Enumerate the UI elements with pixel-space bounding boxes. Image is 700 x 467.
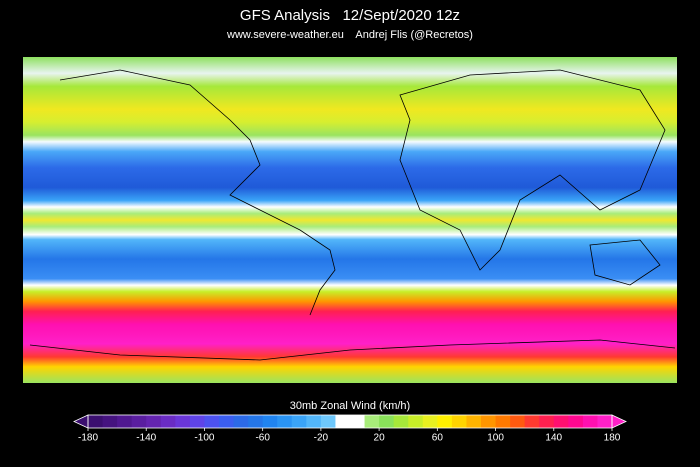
americas-outline (59, 69, 336, 316)
colorbar-segment (291, 415, 307, 428)
colorbar-segment (481, 415, 497, 428)
colorbar-segment (146, 415, 162, 428)
colorbar-tick-label: -180 (78, 433, 98, 444)
colorbar-tick-label: 100 (487, 433, 504, 444)
colorbar-segment (597, 415, 613, 428)
colorbar-segment (553, 415, 569, 428)
colorbar-segment (306, 415, 322, 428)
colorbar-segment (277, 415, 293, 428)
colorbar-segment (495, 415, 511, 428)
colorbar-segment (320, 415, 336, 428)
colorbar-arrow-left (73, 414, 89, 429)
colorbar-segment (379, 415, 395, 428)
colorbar-tick-label: 140 (545, 433, 562, 444)
colorbar-segment (335, 415, 351, 428)
colorbar-segment (102, 415, 118, 428)
colorbar-segment (437, 415, 453, 428)
colorbar-segment (117, 415, 133, 428)
colorbar-segment (422, 415, 438, 428)
colorbar-segment (510, 415, 526, 428)
colorbar-arrow-right (611, 414, 627, 429)
colorbar-tick-label: -60 (255, 433, 270, 444)
colorbar-segment (262, 415, 278, 428)
wind-field (23, 57, 677, 383)
australia-outline (589, 239, 661, 286)
colorbar-segment (364, 415, 380, 428)
colorbar-segment (393, 415, 409, 428)
colorbar-tick-label: -100 (194, 433, 214, 444)
coastlines (29, 69, 676, 361)
colorbar-label: 30mb Zonal Wind (km/h) (290, 400, 410, 412)
colorbar-segment (189, 415, 205, 428)
eurasia-africa-outline (399, 69, 666, 271)
colorbar-tick-label: -20 (314, 433, 329, 444)
colorbar-tick-label: 180 (604, 433, 621, 444)
colorbar-segment (233, 415, 249, 428)
colorbar-segment (175, 415, 191, 428)
colorbar-segment (466, 415, 482, 428)
colorbar: -180 -140 -100 -60 -20 20 60 100 140 180 (73, 414, 627, 444)
colorbar-segment (539, 415, 555, 428)
colorbar-tick-label: 60 (432, 433, 444, 444)
colorbar-segment (248, 415, 264, 428)
colorbar-segment (204, 415, 220, 428)
colorbar-segment (88, 415, 104, 428)
colorbar-segment (451, 415, 467, 428)
colorbar-segment (582, 415, 598, 428)
colorbar-tick-label: -140 (136, 433, 156, 444)
subtitle: www.severe-weather.eu Andrej Flis (@Recr… (226, 29, 473, 41)
colorbar-segment (131, 415, 147, 428)
colorbar-tick-label: 20 (374, 433, 386, 444)
colorbar-segment (408, 415, 424, 428)
colorbar-segment (160, 415, 176, 428)
colorbar-segment (219, 415, 235, 428)
colorbar-segment (524, 415, 540, 428)
colorbar-frame (87, 414, 613, 429)
colorbar-segment (568, 415, 584, 428)
map (23, 57, 677, 383)
antarctica-outline (29, 339, 676, 361)
title: GFS Analysis 12/Sept/2020 12z (240, 7, 460, 24)
colorbar-segment (350, 415, 366, 428)
